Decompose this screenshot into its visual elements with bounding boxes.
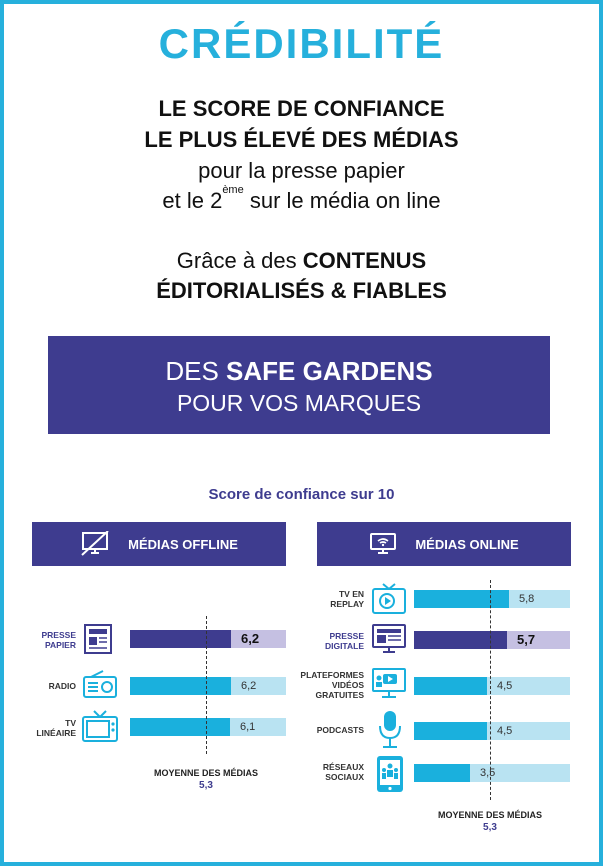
online-bar-3 [414,722,487,740]
offline-value-2: 6,1 [240,721,256,733]
offline-average-value: 5,3 [199,780,213,791]
offline-bar-1 [130,677,231,695]
intro-line-4-prefix: et le 2 [162,188,223,213]
online-label-1: PRESSE DIGITALE [324,631,364,651]
intro-line-4: et le 2ème sur le média on line [0,184,603,214]
online-header: MÉDIAS ONLINE [317,522,571,566]
banner-line-1: DES SAFE GARDENS [48,356,550,387]
online-value-1: 5,7 [517,632,536,647]
safe-gardens-banner: DES SAFE GARDENS POUR VOS MARQUES [48,336,550,434]
intro-line-2: LE PLUS ÉLEVÉ DES MÉDIAS [144,127,459,152]
tv-crossed-icon [81,531,109,556]
intro-line-5: Grâce à des CONTENUS [0,248,603,274]
online-bar-1 [414,631,507,649]
intro-line-4-sup: ème [222,184,244,196]
intro-line-1: LE SCORE DE CONFIANCE [158,96,445,121]
video-platform-icon [372,668,406,698]
offline-header-label: MÉDIAS OFFLINE [128,536,238,552]
offline-average-line [206,616,207,754]
intro-line-6: ÉDITORIALISÉS & FIABLES [156,278,447,303]
offline-value-1: 6,2 [241,680,257,692]
monitor-wifi-icon [370,533,397,554]
online-label-2: PLATEFORMES VIDÉOS GRATUITES [300,670,364,700]
online-label-3: PODCASTS [316,725,364,735]
newspaper-icon [84,624,112,654]
offline-bar-2 [130,718,230,736]
online-bar-0 [414,590,509,608]
social-network-icon [377,756,403,792]
chart-subtitle: Score de confiance sur 10 [208,486,395,503]
offline-average-label: MOYENNE DES MÉDIAS [153,768,258,778]
offline-label-0: PRESSE PAPIER [41,630,77,650]
intro-line-4-suffix: sur le média on line [243,188,441,213]
offline-bar-0 [130,630,231,648]
online-label-0: TV EN REPLAY [330,589,364,609]
online-bar-4 [414,764,470,782]
banner-line-2: POUR VOS MARQUES [176,390,422,416]
online-value-2: 4,5 [497,680,513,692]
online-value-4: 3,5 [480,767,496,779]
microphone-icon [379,711,401,748]
tv-icon [82,710,118,742]
online-average-label: MOYENNE DES MÉDIAS [437,810,542,820]
online-value-3: 4,5 [497,725,513,737]
intro-line-5-prefix: Grâce à des [176,248,303,273]
radio-icon [83,670,117,698]
digital-press-icon [372,624,406,653]
page-title: CRÉDIBILITÉ [158,20,445,67]
banner-prefix: DES [165,356,227,386]
online-header-label: MÉDIAS ONLINE [415,536,519,552]
online-average-value: 5,3 [483,822,497,833]
online-label-4: RÉSEAUX SOCIAUX [322,762,364,782]
intro-line-5-bold: CONTENUS [302,248,427,273]
offline-label-1: RADIO [48,681,76,691]
offline-label-2: TV LINÉAIRE [36,718,76,738]
online-value-0: 5,8 [519,593,535,605]
online-average-line [490,580,491,800]
offline-value-0: 6,2 [241,631,260,646]
intro-line-3: pour la presse papier [198,158,405,183]
offline-header: MÉDIAS OFFLINE [32,522,286,566]
replay-icon [372,583,406,614]
online-bar-2 [414,677,487,695]
banner-bold: SAFE GARDENS [226,356,433,386]
